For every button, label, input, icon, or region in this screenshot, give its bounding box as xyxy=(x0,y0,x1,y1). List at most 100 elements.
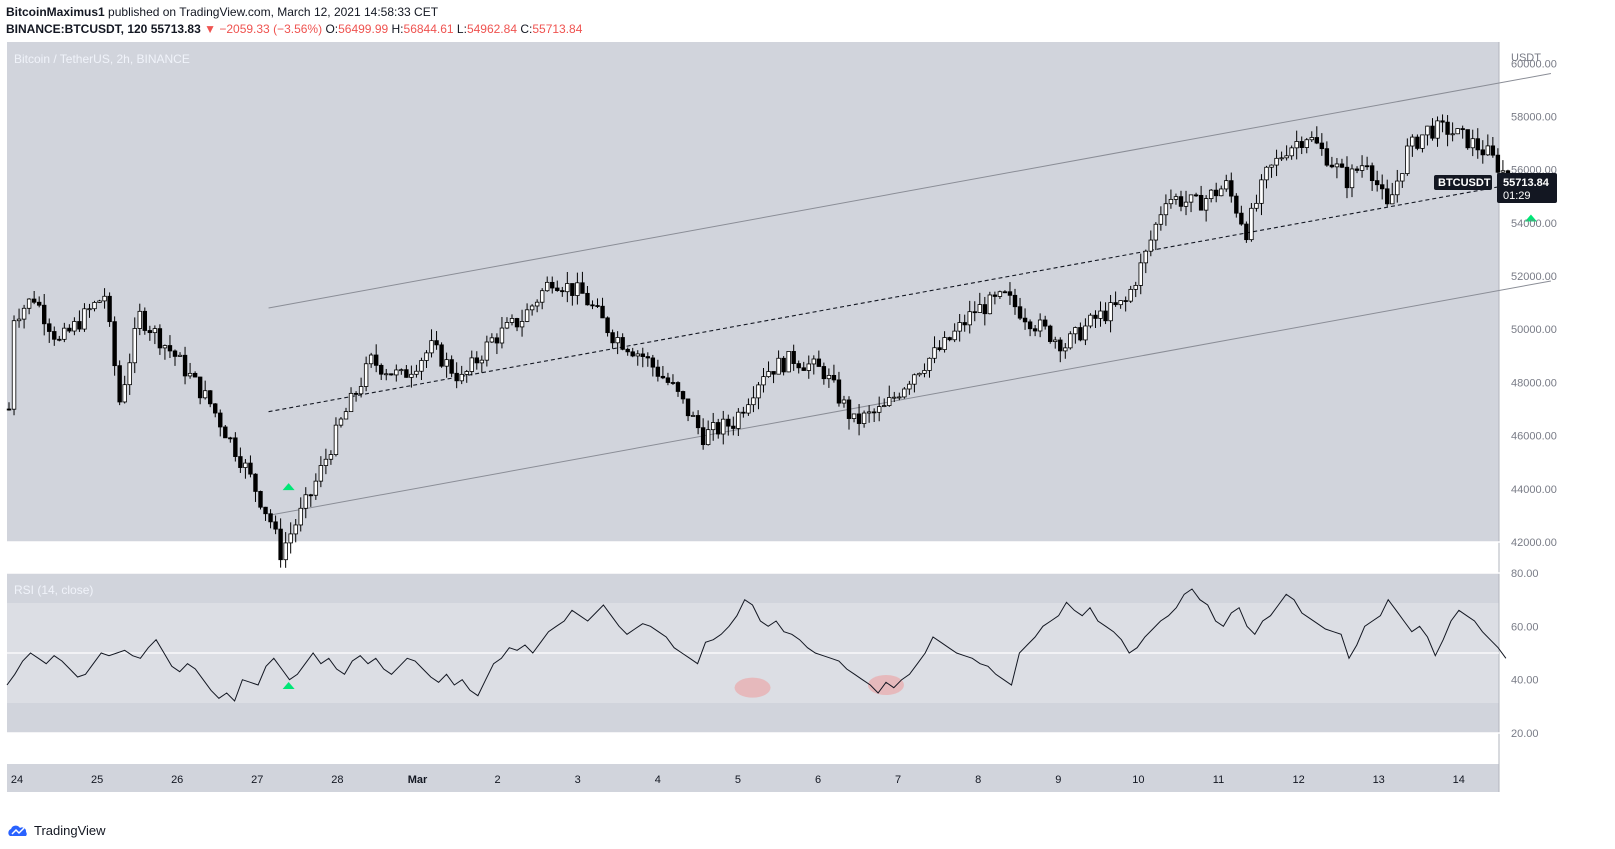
candle[interactable] xyxy=(861,410,867,428)
candle[interactable] xyxy=(675,381,681,397)
candle[interactable] xyxy=(197,376,203,405)
candle[interactable] xyxy=(1314,126,1319,145)
candle[interactable] xyxy=(726,414,731,436)
candle[interactable] xyxy=(841,395,847,408)
channel-line[interactable] xyxy=(268,73,1552,309)
candle[interactable] xyxy=(1460,125,1465,139)
candle[interactable] xyxy=(1349,164,1355,198)
candle[interactable] xyxy=(761,367,766,393)
candle[interactable] xyxy=(1319,133,1325,156)
candle[interactable] xyxy=(1324,141,1330,167)
candle[interactable] xyxy=(192,371,198,378)
candle[interactable] xyxy=(373,344,379,373)
candle[interactable] xyxy=(177,352,183,357)
candle[interactable] xyxy=(167,335,173,358)
candle[interactable] xyxy=(469,350,474,376)
candle[interactable] xyxy=(1395,169,1400,203)
candle[interactable] xyxy=(1304,137,1309,154)
candle[interactable] xyxy=(917,372,922,377)
candle[interactable] xyxy=(1379,174,1385,200)
candle[interactable] xyxy=(107,292,112,327)
candle[interactable] xyxy=(233,432,238,462)
candle[interactable] xyxy=(162,344,168,360)
candle[interactable] xyxy=(6,402,12,411)
candle[interactable] xyxy=(117,360,122,406)
candle[interactable] xyxy=(670,374,676,385)
candle[interactable] xyxy=(751,386,756,413)
candle[interactable] xyxy=(187,362,193,379)
candle[interactable] xyxy=(243,459,248,479)
candle[interactable] xyxy=(1188,194,1194,213)
candle[interactable] xyxy=(595,298,600,308)
candle[interactable] xyxy=(394,364,399,382)
candle[interactable] xyxy=(1178,190,1184,212)
candle[interactable] xyxy=(459,365,464,385)
candle[interactable] xyxy=(1168,189,1174,209)
candle[interactable] xyxy=(932,336,937,364)
candle[interactable] xyxy=(1410,134,1415,157)
candle[interactable] xyxy=(1284,145,1289,161)
candle[interactable] xyxy=(1470,129,1475,157)
candle[interactable] xyxy=(207,390,213,408)
candle[interactable] xyxy=(967,300,972,334)
candle[interactable] xyxy=(736,408,741,437)
candle[interactable] xyxy=(987,291,993,315)
candle[interactable] xyxy=(892,391,897,402)
candle[interactable] xyxy=(87,303,92,318)
candle[interactable] xyxy=(223,424,228,439)
candle[interactable] xyxy=(741,406,746,418)
candle[interactable] xyxy=(1219,185,1224,197)
candle[interactable] xyxy=(384,368,389,381)
candle[interactable] xyxy=(897,392,902,401)
candle[interactable] xyxy=(449,355,454,378)
candle[interactable] xyxy=(283,532,288,568)
candle[interactable] xyxy=(97,299,102,304)
candle[interactable] xyxy=(680,390,686,404)
candle[interactable] xyxy=(524,303,530,323)
candle[interactable] xyxy=(419,357,424,381)
candle[interactable] xyxy=(16,308,22,328)
candle[interactable] xyxy=(1073,326,1078,344)
candle[interactable] xyxy=(308,493,313,507)
candle[interactable] xyxy=(348,387,354,413)
candle[interactable] xyxy=(942,331,947,353)
candle[interactable] xyxy=(816,350,822,367)
candle[interactable] xyxy=(52,326,57,346)
candle[interactable] xyxy=(1042,315,1048,330)
candle[interactable] xyxy=(328,450,334,465)
candle[interactable] xyxy=(1053,336,1058,349)
candle[interactable] xyxy=(821,362,827,385)
candle[interactable] xyxy=(122,375,127,404)
candle[interactable] xyxy=(1239,205,1244,226)
candle[interactable] xyxy=(529,304,535,316)
candle[interactable] xyxy=(278,518,283,568)
candle[interactable] xyxy=(585,285,590,306)
candle[interactable] xyxy=(1007,282,1013,305)
candle[interactable] xyxy=(1158,206,1164,231)
candle[interactable] xyxy=(1249,203,1254,242)
candle[interactable] xyxy=(1485,134,1491,156)
candle[interactable] xyxy=(429,329,434,358)
candle[interactable] xyxy=(127,353,132,395)
candle[interactable] xyxy=(353,391,359,402)
candle[interactable] xyxy=(1143,249,1148,274)
candle[interactable] xyxy=(876,396,882,422)
candle[interactable] xyxy=(560,286,565,297)
candle[interactable] xyxy=(716,418,721,439)
candle[interactable] xyxy=(1183,190,1189,216)
candle[interactable] xyxy=(152,325,158,345)
candle[interactable] xyxy=(1364,156,1370,170)
candle[interactable] xyxy=(1294,130,1299,160)
candle[interactable] xyxy=(519,309,525,337)
candle[interactable] xyxy=(721,410,726,445)
candle[interactable] xyxy=(1234,193,1239,218)
candle[interactable] xyxy=(605,316,610,337)
candle[interactable] xyxy=(796,360,801,374)
candle[interactable] xyxy=(248,455,253,478)
candle[interactable] xyxy=(856,404,862,436)
candle[interactable] xyxy=(1430,118,1435,141)
candle[interactable] xyxy=(1037,313,1043,338)
candle[interactable] xyxy=(1369,162,1375,191)
candle[interactable] xyxy=(1440,114,1445,133)
candle[interactable] xyxy=(685,398,691,422)
